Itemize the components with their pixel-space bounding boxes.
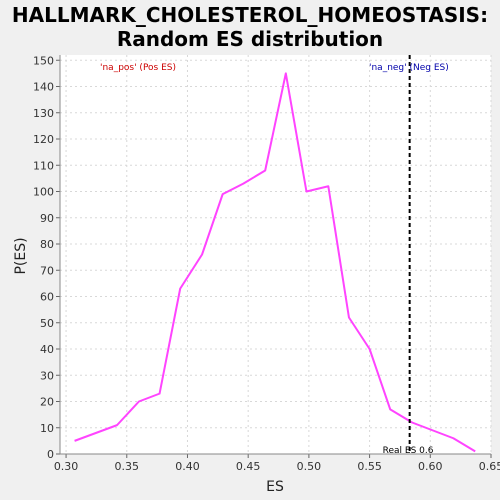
x-tick-label: 0.60	[418, 460, 443, 473]
x-tick-label: 0.40	[175, 460, 200, 473]
y-tick-label: 90	[40, 212, 54, 225]
pos-es-annotation: 'na_pos' (Pos ES)	[100, 63, 176, 73]
y-tick-label: 70	[40, 264, 54, 277]
y-tick-label: 100	[33, 186, 54, 199]
y-tick-label: 80	[40, 238, 54, 251]
chart-title-line1: HALLMARK_CHOLESTEROL_HOMEOSTASIS:	[11, 3, 489, 27]
y-axis-label: P(ES)	[13, 237, 29, 274]
y-tick-label: 50	[40, 317, 54, 330]
y-tick-label: 30	[40, 369, 54, 382]
x-tick-label: 0.35	[115, 460, 140, 473]
series-layer	[74, 72, 476, 453]
y-tick-label: 110	[33, 159, 54, 172]
x-tick-label: 0.50	[297, 460, 322, 473]
series-line	[74, 72, 476, 453]
y-tick-label: 140	[33, 81, 54, 94]
x-tick-label: 0.55	[357, 460, 382, 473]
y-tick-label: 150	[33, 54, 54, 67]
y-tick-label: 0	[47, 448, 54, 461]
tick-labels: 0 10 20 30 40 50 60 70 80 90 100 110 120 130 140 150 0.3…	[33, 54, 500, 473]
x-axis-label: ES	[266, 479, 284, 495]
y-tick-label: 120	[33, 133, 54, 146]
y-tick-label: 40	[40, 343, 54, 356]
y-tick-label: 10	[40, 422, 54, 435]
neg-es-annotation: 'na_neg' (Neg ES)	[369, 63, 449, 73]
real-es-label: Real ES 0.6	[383, 446, 434, 456]
real-es-marker: Real ES 0.6	[383, 55, 434, 456]
y-tick-label: 20	[40, 396, 54, 409]
x-tick-label: 0.65	[479, 460, 500, 473]
chart-title-line2: Random ES distribution	[116, 27, 384, 51]
x-tick-label: 0.45	[236, 460, 261, 473]
x-tick-label: 0.30	[54, 460, 79, 473]
y-tick-label: 130	[33, 107, 54, 120]
plot-area	[60, 55, 491, 454]
y-tick-label: 60	[40, 291, 54, 304]
grid-lines	[60, 55, 492, 455]
